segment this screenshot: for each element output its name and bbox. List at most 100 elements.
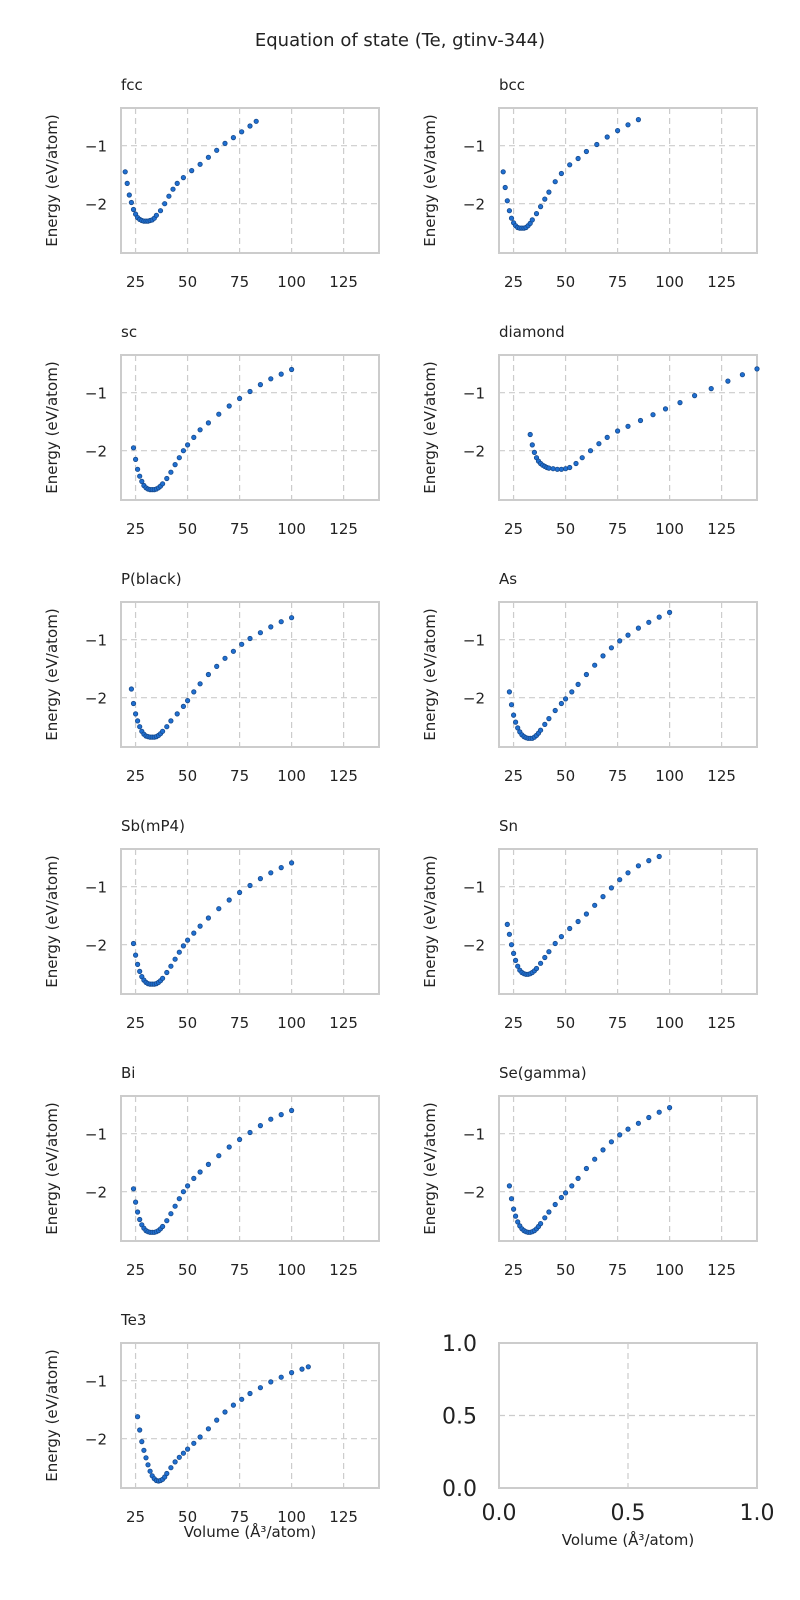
data-point <box>174 180 180 186</box>
data-point <box>739 372 746 378</box>
data-point <box>288 366 295 373</box>
data-point <box>226 403 232 409</box>
data-point <box>237 395 243 402</box>
data-point <box>214 147 220 153</box>
x-tick-label: 0.5 <box>611 1501 646 1526</box>
data-point <box>550 466 556 472</box>
data-point <box>153 212 159 218</box>
x-tick-label: 50 <box>178 1014 197 1032</box>
data-point <box>288 1107 295 1114</box>
data-point <box>533 211 540 217</box>
data-point <box>205 154 211 160</box>
x-tick-label: 75 <box>230 273 249 291</box>
data-point <box>546 949 552 955</box>
data-point <box>604 134 610 140</box>
data-point <box>569 689 575 695</box>
subplot-title: bcc <box>499 76 525 94</box>
x-tick-label: 50 <box>178 520 197 538</box>
data-point <box>656 1109 662 1115</box>
data-point <box>197 1169 203 1175</box>
data-point <box>515 725 521 731</box>
data-point <box>600 653 606 659</box>
y-axis-label: Energy (eV/atom) <box>421 361 439 493</box>
data-point <box>506 1183 512 1189</box>
data-point <box>575 155 581 162</box>
y-tick-label: −1 <box>463 879 485 897</box>
data-point <box>546 465 552 471</box>
data-point <box>558 933 565 940</box>
data-point <box>625 870 631 876</box>
x-tick-label: 75 <box>608 767 627 785</box>
x-tick-label: 25 <box>504 1261 523 1279</box>
y-axis-label: Energy (eV/atom) <box>43 1349 61 1481</box>
axes-frame <box>120 1095 380 1242</box>
data-point <box>237 1136 243 1143</box>
data-point <box>537 1221 544 1227</box>
data-point <box>160 975 166 981</box>
data-point <box>135 1209 141 1215</box>
data-point <box>575 1175 581 1182</box>
data-point <box>625 632 631 638</box>
y-tick-label: 0.5 <box>442 1405 477 1430</box>
y-tick-label: −1 <box>85 138 107 156</box>
data-point <box>506 931 512 937</box>
data-point <box>656 853 662 860</box>
data-point <box>191 689 197 695</box>
data-point <box>230 648 236 654</box>
data-point <box>677 399 683 406</box>
x-tick-label: 75 <box>230 1014 249 1032</box>
data-point <box>139 1439 145 1445</box>
x-tick-label: 100 <box>655 767 684 785</box>
y-tick-label: −1 <box>85 632 107 650</box>
y-axis-label: Energy (eV/atom) <box>43 361 61 493</box>
data-point <box>575 918 581 925</box>
x-tick-label: 125 <box>329 1261 358 1279</box>
data-point <box>257 1385 263 1391</box>
data-point <box>512 1213 519 1219</box>
subplot-9: Bi 25 50 75 100 125 −1 −2 Energy (eV/atom) <box>43 1064 380 1279</box>
data-point <box>604 434 610 440</box>
data-point <box>128 199 134 206</box>
subplot-10: Se(gamma) 25 50 75 100 125 −1 −2 Energy (eV/atom… <box>421 1064 758 1279</box>
data-point <box>637 417 644 424</box>
data-point <box>185 937 191 943</box>
data-point <box>583 911 590 917</box>
x-tick-label: 125 <box>707 767 736 785</box>
data-point <box>168 1211 174 1217</box>
data-point <box>531 449 538 455</box>
data-point <box>666 1105 673 1111</box>
data-point <box>214 1417 220 1423</box>
x-tick-label: 75 <box>230 520 249 538</box>
data-point <box>170 186 176 192</box>
data-point <box>185 1446 191 1452</box>
axes-frame <box>498 1342 758 1489</box>
y-axis-label: Energy (eV/atom) <box>43 1102 61 1234</box>
data-point <box>135 718 141 724</box>
data-point <box>130 206 137 213</box>
y-axis-label: Energy (eV/atom) <box>421 855 439 987</box>
data-point <box>176 1196 182 1202</box>
data-point <box>126 192 132 198</box>
data-point <box>128 686 134 692</box>
data-point <box>141 1447 147 1453</box>
subplot-3: sc 25 50 75 100 125 −1 −2 Energy (eV/atom) <box>43 323 380 538</box>
data-point <box>573 460 579 467</box>
data-point <box>160 728 166 734</box>
data-point <box>592 662 598 668</box>
axes-frame <box>498 601 758 748</box>
data-point <box>558 1194 565 1201</box>
data-point <box>515 1219 521 1225</box>
x-tick-label: 75 <box>230 1261 249 1279</box>
x-tick-label: 100 <box>655 273 684 291</box>
y-tick-label: −1 <box>463 385 485 403</box>
data-point <box>168 469 174 475</box>
data-point <box>257 875 263 882</box>
data-point <box>222 140 228 146</box>
data-point <box>164 1218 170 1224</box>
data-point <box>172 1459 178 1465</box>
data-point <box>635 625 642 631</box>
data-point <box>137 968 143 975</box>
y-axis-label: Energy (eV/atom) <box>43 608 61 740</box>
data-point <box>552 940 558 947</box>
y-axis-label: Energy (eV/atom) <box>43 855 61 987</box>
